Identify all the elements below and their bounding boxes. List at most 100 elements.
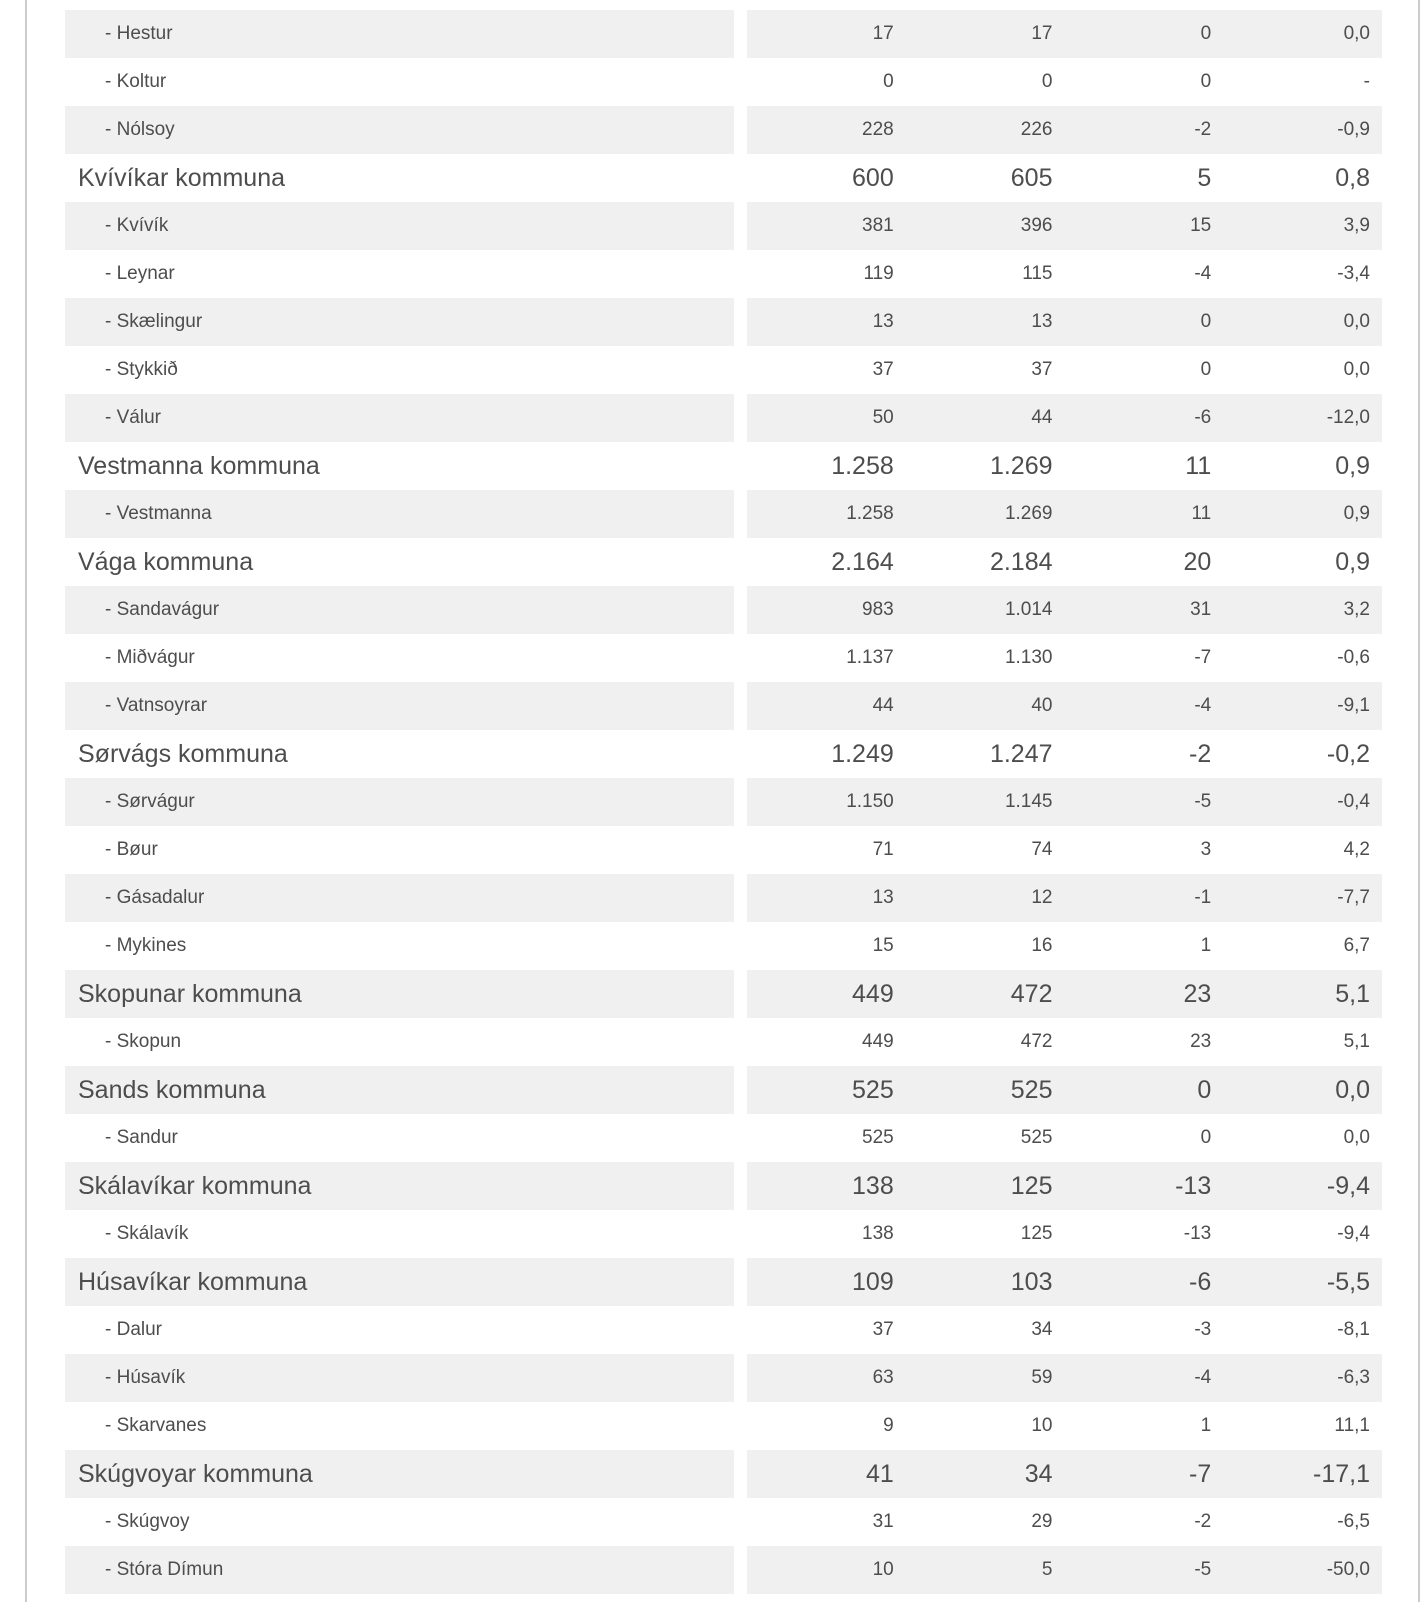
row-values-cell: 983 1.014 31 3,2: [747, 586, 1382, 634]
table-row: - Skarvanes 9 10 1 11,1: [65, 1402, 1382, 1450]
table-row: - Mykines 15 16 1 6,7: [65, 922, 1382, 970]
row-label: - Skálavík: [105, 1223, 189, 1244]
row-values-cell: 449 472 23 5,1: [747, 1018, 1382, 1066]
row-label-cell: - Skálavík: [65, 1210, 734, 1258]
value-population-before: 37: [872, 359, 894, 380]
value-change: -5: [1194, 791, 1212, 812]
row-label-cell: Skopunar kommuna: [65, 970, 734, 1018]
value-population-after: 10: [1031, 1415, 1053, 1436]
table-row: - Skúgvoy 31 29 -2 -6,5: [65, 1498, 1382, 1546]
row-label-cell: - Gásadalur: [65, 874, 734, 922]
value-population-after: 59: [1031, 1367, 1053, 1388]
value-population-after: 1.269: [989, 451, 1053, 480]
value-population-before: 15: [872, 935, 894, 956]
row-label-cell: - Vatnsoyrar: [65, 682, 734, 730]
row-label: - Kvívík: [105, 215, 169, 236]
row-label: Skúgvoyar kommuna: [78, 1459, 313, 1488]
value-change: -3: [1194, 1319, 1212, 1340]
row-label: - Stóra Dímun: [105, 1559, 224, 1580]
value-change-percent: 0,0: [1343, 359, 1370, 380]
row-label: - Bøur: [105, 839, 158, 860]
value-change: 23: [1183, 979, 1212, 1008]
value-population-before: 37: [872, 1319, 894, 1340]
value-population-after: 1.269: [1004, 503, 1053, 524]
value-population-after: 1.247: [989, 739, 1053, 768]
table-row: - Skálavík 138 125 -13 -9,4: [65, 1210, 1382, 1258]
value-change: -2: [1194, 1511, 1212, 1532]
row-label-cell: - Válur: [65, 394, 734, 442]
row-label: - Húsavík: [105, 1367, 186, 1388]
population-table: - Hestur 17 17 0 0,0 - Koltur 0 0 0 - - …: [65, 10, 1382, 1594]
row-label: - Nólsoy: [105, 119, 175, 140]
table-row: - Gásadalur 13 12 -1 -7,7: [65, 874, 1382, 922]
row-label-cell: - Skælingur: [65, 298, 734, 346]
value-change-percent: 0,9: [1343, 503, 1370, 524]
value-change-percent: -6,5: [1337, 1511, 1370, 1532]
row-label: - Hestur: [105, 23, 173, 44]
row-label: - Válur: [105, 407, 161, 428]
row-values-cell: 50 44 -6 -12,0: [747, 394, 1382, 442]
value-population-after: 1.145: [1004, 791, 1053, 812]
row-label: Sørvágs kommuna: [78, 739, 288, 768]
table-row: - Koltur 0 0 0 -: [65, 58, 1382, 106]
value-population-before: 1.258: [846, 503, 894, 524]
table-row: - Dalur 37 34 -3 -8,1: [65, 1306, 1382, 1354]
value-change-percent: -0,9: [1337, 119, 1370, 140]
value-population-after: 472: [1010, 979, 1053, 1008]
row-values-cell: 138 125 -13 -9,4: [747, 1162, 1382, 1210]
row-label-cell: - Sandavágur: [65, 586, 734, 634]
value-change: 0: [1200, 359, 1212, 380]
table-row: - Kvívík 381 396 15 3,9: [65, 202, 1382, 250]
value-change: 1: [1200, 1415, 1212, 1436]
row-values-cell: 10 5 -5 -50,0: [747, 1546, 1382, 1594]
right-border-line: [1418, 0, 1420, 1602]
row-label-cell: Skálavíkar kommuna: [65, 1162, 734, 1210]
value-change: 15: [1190, 215, 1212, 236]
table-row: Kvívíkar kommuna 600 605 5 0,8: [65, 154, 1382, 202]
row-label: - Koltur: [105, 71, 167, 92]
row-values-cell: 1.137 1.130 -7 -0,6: [747, 634, 1382, 682]
row-label-cell: - Vestmanna: [65, 490, 734, 538]
table-row: - Nólsoy 228 226 -2 -0,9: [65, 106, 1382, 154]
row-label: - Vatnsoyrar: [105, 695, 208, 716]
row-values-cell: 13 13 0 0,0: [747, 298, 1382, 346]
row-label: - Skarvanes: [105, 1415, 207, 1436]
table-row: - Sandur 525 525 0 0,0: [65, 1114, 1382, 1162]
value-change-percent: 4,2: [1343, 839, 1370, 860]
table-row: Húsavíkar kommuna 109 103 -6 -5,5: [65, 1258, 1382, 1306]
row-label-cell: Skúgvoyar kommuna: [65, 1450, 734, 1498]
value-change: -6: [1194, 407, 1212, 428]
row-values-cell: 13 12 -1 -7,7: [747, 874, 1382, 922]
row-label-cell: Sands kommuna: [65, 1066, 734, 1114]
row-label-cell: - Stóra Dímun: [65, 1546, 734, 1594]
row-label: - Skælingur: [105, 311, 203, 332]
value-population-before: 41: [865, 1459, 894, 1488]
value-change: 23: [1190, 1031, 1212, 1052]
table-row: Vága kommuna 2.164 2.184 20 0,9: [65, 538, 1382, 586]
value-change: 11: [1191, 503, 1212, 524]
table-row: - Hestur 17 17 0 0,0: [65, 10, 1382, 58]
value-population-after: 29: [1031, 1511, 1053, 1532]
row-values-cell: 9 10 1 11,1: [747, 1402, 1382, 1450]
value-population-before: 17: [872, 23, 894, 44]
value-change: 0: [1197, 1075, 1212, 1104]
row-label: - Leynar: [105, 263, 175, 284]
value-change: 3: [1200, 839, 1212, 860]
row-label-cell: - Bøur: [65, 826, 734, 874]
value-population-after: 5: [1041, 1559, 1053, 1580]
value-population-before: 1.150: [846, 791, 894, 812]
value-change-percent: 0,0: [1343, 311, 1370, 332]
value-change-percent: 11,1: [1334, 1415, 1370, 1436]
value-change-percent: 5,1: [1343, 1031, 1370, 1052]
table-row: - Húsavík 63 59 -4 -6,3: [65, 1354, 1382, 1402]
row-label: Sands kommuna: [78, 1075, 266, 1104]
value-population-before: 138: [862, 1223, 894, 1244]
value-population-before: 600: [852, 163, 894, 192]
value-population-before: 0: [883, 71, 894, 92]
value-population-before: 228: [862, 119, 894, 140]
value-population-before: 381: [862, 215, 894, 236]
value-change: 0: [1200, 71, 1212, 92]
value-change-percent: -0,2: [1326, 739, 1370, 768]
row-label-cell: - Miðvágur: [65, 634, 734, 682]
value-population-after: 472: [1020, 1031, 1053, 1052]
